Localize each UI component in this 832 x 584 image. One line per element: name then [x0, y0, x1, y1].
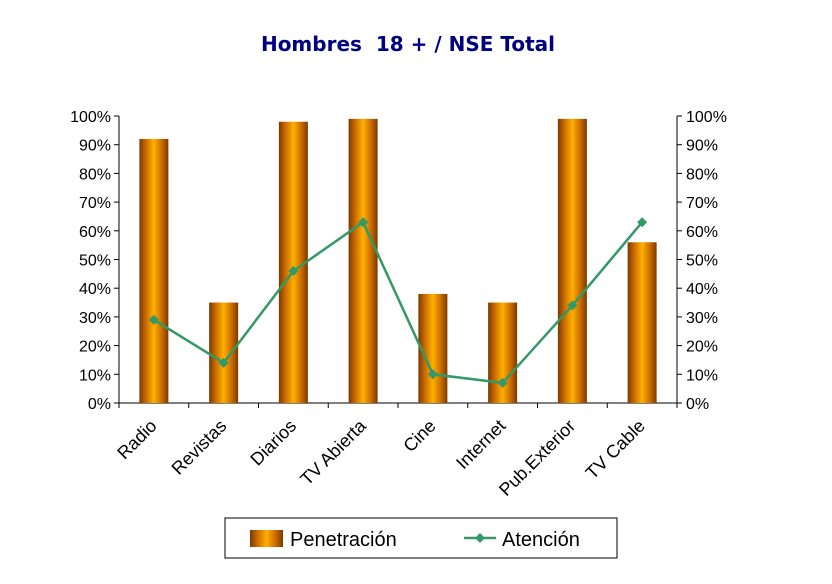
category-label: Internet — [452, 416, 509, 473]
right-tick-label: 50% — [686, 253, 718, 270]
right-tick-label: 10% — [686, 367, 718, 384]
right-tick-label: 30% — [686, 310, 718, 327]
legend-label-atencion: Atención — [502, 529, 580, 551]
left-tick-label: 0% — [88, 396, 111, 413]
left-tick-label: 20% — [79, 339, 111, 356]
left-tick-label: 40% — [79, 281, 111, 298]
bar-penetracion — [488, 302, 518, 403]
left-tick-label: 10% — [79, 367, 111, 384]
right-tick-label: 100% — [686, 109, 727, 126]
category-label: TV Cable — [582, 416, 649, 483]
bar-penetracion — [557, 118, 587, 404]
point-atencion — [637, 217, 648, 228]
chart-title: Hombres 18 + / NSE Total — [261, 32, 555, 56]
legend-marker-atencion — [475, 533, 485, 543]
right-tick-label: 90% — [686, 138, 718, 155]
left-tick-label: 60% — [79, 224, 111, 241]
category-label: Revistas — [167, 416, 230, 479]
left-tick-label: 70% — [79, 195, 111, 212]
bar-penetracion — [209, 302, 239, 403]
legend-label-penetracion: Penetración — [290, 529, 397, 551]
bar-penetracion — [278, 121, 308, 404]
bar-penetracion — [627, 242, 657, 403]
point-atencion — [427, 369, 438, 380]
legend-box — [224, 517, 618, 559]
right-tick-label: 60% — [686, 224, 718, 241]
point-atencion — [497, 377, 508, 388]
plot-area: 0% 0% 10% 10% 20% 20% 30% 30% 40% 40% 50% 50% 60% 60%… — [70, 109, 727, 500]
category-label: Diarios — [246, 416, 300, 470]
right-tick-label: 70% — [686, 195, 718, 212]
point-atencion — [567, 300, 578, 311]
left-tick-label: 100% — [70, 109, 111, 126]
bar-penetracion — [348, 118, 378, 404]
bar-penetracion — [418, 293, 448, 403]
category-label: TV Abierta — [296, 415, 370, 489]
right-tick-label: 0% — [686, 396, 709, 413]
left-tick-label: 30% — [79, 310, 111, 327]
right-tick-label: 20% — [686, 339, 718, 356]
legend-swatch-penetracion — [250, 530, 283, 547]
category-label: Cine — [399, 416, 439, 456]
right-tick-label: 80% — [686, 166, 718, 183]
point-atencion — [148, 314, 159, 325]
point-atencion — [218, 357, 229, 368]
left-tick-label: 90% — [79, 138, 111, 155]
line-atencion — [153, 220, 644, 385]
point-atencion — [358, 217, 369, 228]
left-tick-label: 80% — [79, 166, 111, 183]
legend: Penetración Atención — [224, 517, 618, 559]
right-tick-label: 40% — [686, 281, 718, 298]
category-label: Radio — [113, 416, 160, 463]
bar-penetracion — [139, 138, 169, 403]
left-tick-label: 50% — [79, 253, 111, 270]
point-atencion — [288, 265, 299, 276]
